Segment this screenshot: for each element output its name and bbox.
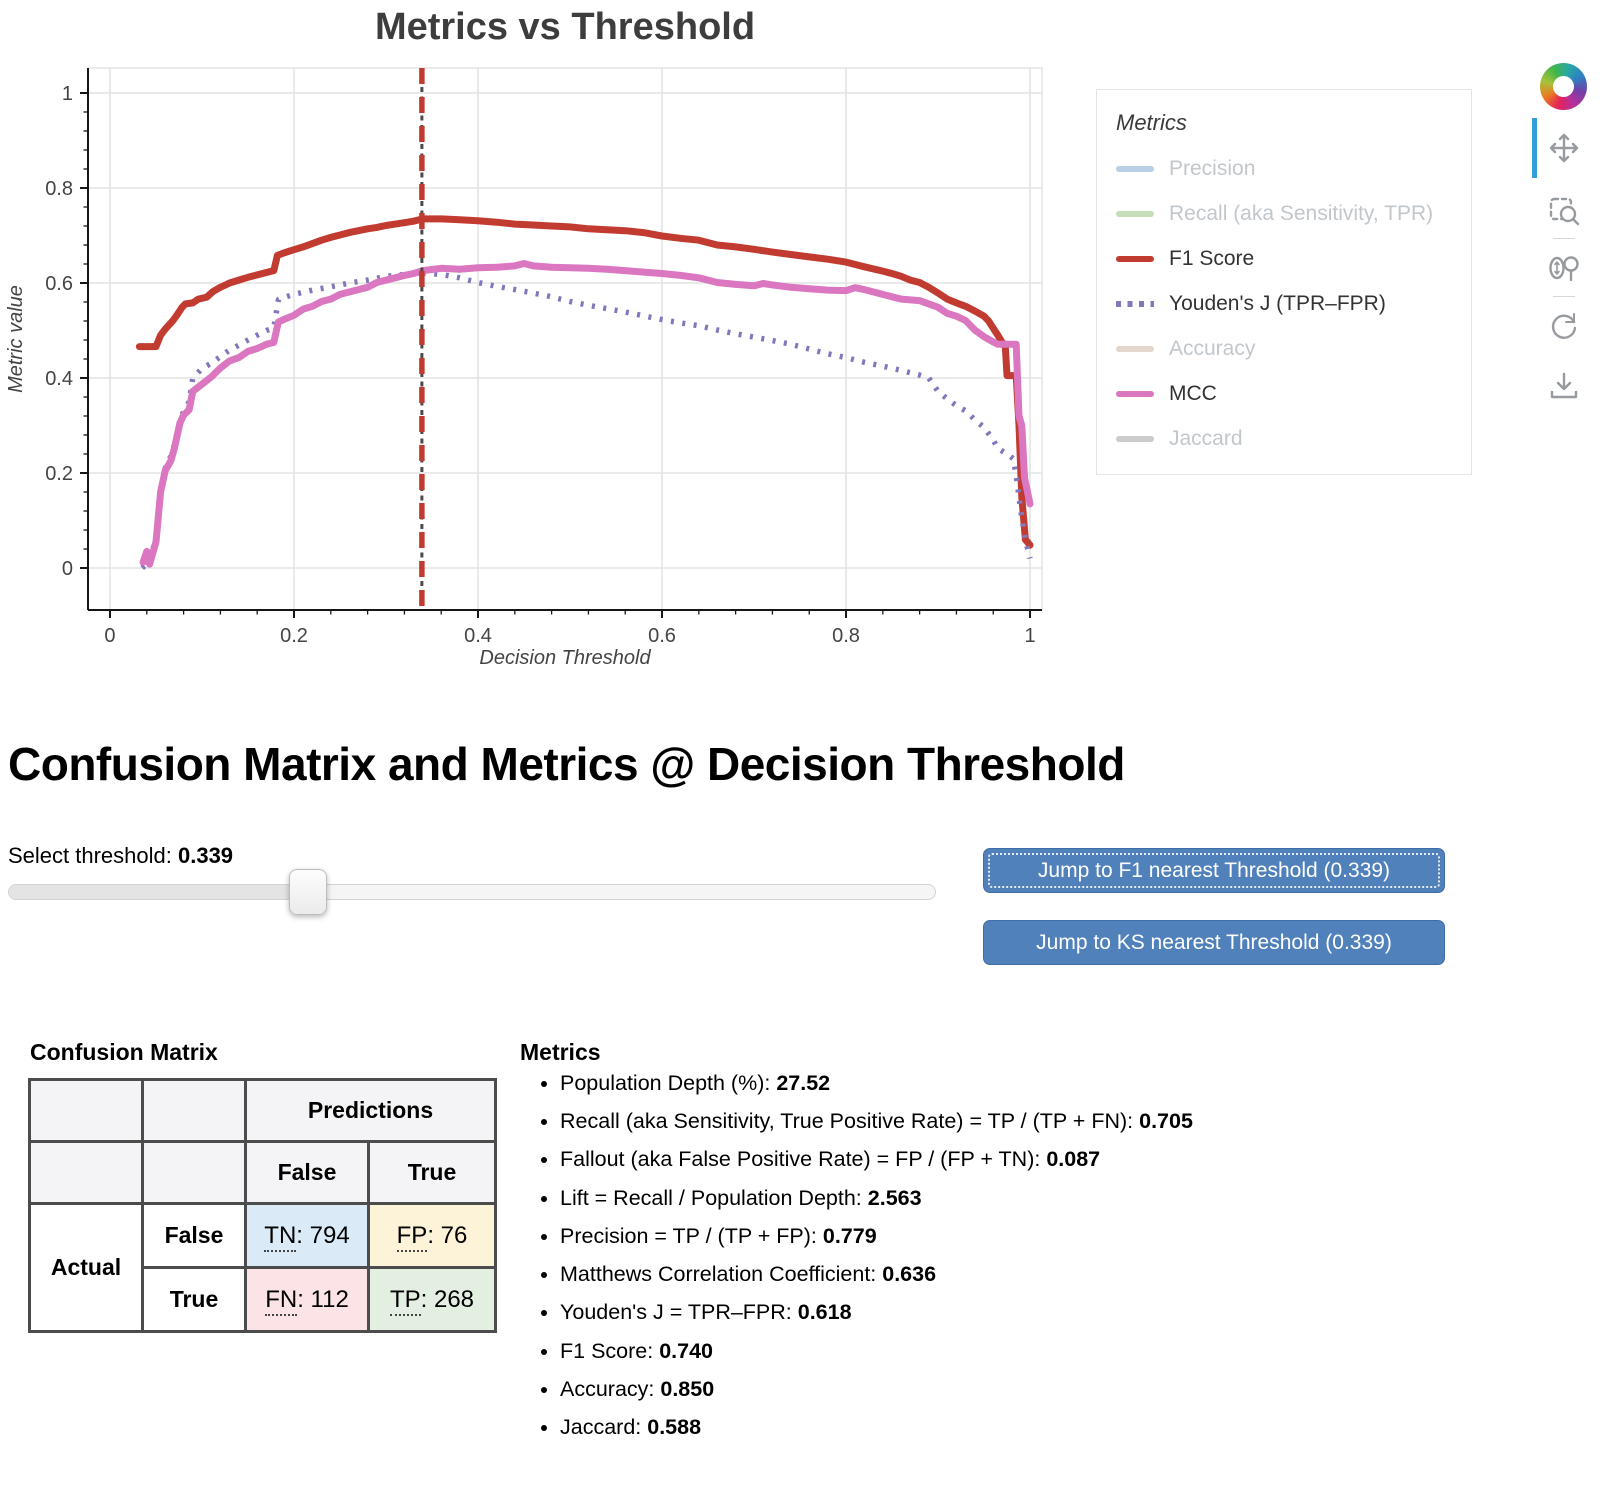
- metrics-list: Population Depth (%): 27.52 Recall (aka …: [520, 1071, 1540, 1454]
- fp-count: 76: [440, 1221, 468, 1249]
- y-tick-label: 0.4: [45, 368, 73, 390]
- metric-jaccard: Jaccard: 0.588: [560, 1415, 1540, 1439]
- toolbar-separator: [1553, 296, 1575, 297]
- confusion-matrix-title: Confusion Matrix: [30, 1039, 218, 1065]
- tp-abbr: TP: [389, 1285, 421, 1316]
- cm-actual-header: Actual: [28, 1202, 144, 1333]
- tn-count: 794: [309, 1221, 350, 1249]
- legend-item-recall[interactable]: Recall (aka Sensitivity, TPR): [1116, 191, 1471, 236]
- x-tick-label: 0.6: [648, 625, 676, 647]
- cm-fp-cell: FP: 76: [367, 1202, 497, 1269]
- legend-item-mcc[interactable]: MCC: [1116, 371, 1471, 416]
- y-tick-label: 0.6: [45, 273, 73, 295]
- cm-actual-false-header: False: [141, 1202, 247, 1269]
- metric-precision: Precision = TP / (TP + FP): 0.779: [560, 1224, 1540, 1248]
- fp-abbr: FP: [396, 1221, 428, 1252]
- series-line-f1-score: [135, 215, 1034, 549]
- y-tick-label: 0.8: [45, 178, 73, 200]
- metric-fallout: Fallout (aka False Positive Rate) = FP /…: [560, 1148, 1540, 1171]
- y-tick-label: 0.2: [45, 463, 73, 485]
- legend-title: Metrics: [1116, 110, 1187, 135]
- page-title: Confusion Matrix and Metrics @ Decision …: [8, 737, 1125, 790]
- wheel-zoom-tool-icon[interactable]: [1546, 250, 1582, 286]
- cm-tp-cell: TP: 268: [367, 1266, 497, 1333]
- x-tick-label: 0.8: [832, 625, 860, 647]
- save-tool-icon[interactable]: [1546, 368, 1582, 404]
- x-tick-label: 0: [104, 625, 115, 647]
- metric-f1-score: F1 Score: 0.740: [560, 1339, 1540, 1363]
- cm-tn-cell: TN: 794: [244, 1202, 370, 1269]
- cm-corner-cell: [28, 1140, 144, 1205]
- cm-predictions-header: Predictions: [244, 1078, 497, 1143]
- plot-outline: [87, 67, 1043, 611]
- metric-lift: Lift = Recall / Population Depth: 2.563: [560, 1186, 1540, 1210]
- x-tick-label: 1: [1024, 625, 1035, 647]
- youdens-j-swatch: [1116, 300, 1154, 307]
- legend-label: Precision: [1169, 156, 1256, 180]
- series-line-youden-s-j-tpr-fpr-: [140, 270, 1033, 571]
- precision-swatch: [1116, 165, 1154, 172]
- series-line-mcc: [139, 260, 1034, 568]
- recall-swatch: [1116, 210, 1154, 217]
- legend-label: MCC: [1169, 381, 1217, 405]
- legend-label: Jaccard: [1169, 426, 1243, 450]
- y-tick-label: 1: [62, 83, 73, 105]
- threshold-label: Select threshold: 0.339: [8, 843, 233, 869]
- y-tick-label: 0: [62, 558, 73, 580]
- metric-accuracy: Accuracy: 0.850: [560, 1377, 1540, 1401]
- x-tick-label: 0.4: [464, 625, 492, 647]
- fn-count: 112: [310, 1285, 349, 1313]
- jaccard-swatch: [1116, 435, 1154, 442]
- legend-item-precision[interactable]: Precision: [1116, 146, 1471, 191]
- accuracy-swatch: [1116, 345, 1154, 352]
- cm-corner-cell: [141, 1078, 247, 1143]
- metric-recall: Recall (aka Sensitivity, True Positive R…: [560, 1110, 1540, 1133]
- cm-corner-cell: [141, 1140, 247, 1205]
- slider-fill: [9, 885, 309, 899]
- legend-item-jaccard[interactable]: Jaccard: [1116, 416, 1471, 461]
- threshold-value: 0.339: [177, 843, 234, 868]
- active-tool-indicator: [1532, 118, 1537, 178]
- legend-label: Recall (aka Sensitivity, TPR): [1169, 201, 1434, 225]
- legend-label: Accuracy: [1169, 336, 1256, 360]
- legend-label: F1 Score: [1169, 246, 1255, 270]
- chart-title: Metrics vs Threshold: [374, 6, 756, 48]
- bokeh-logo-icon[interactable]: [1540, 63, 1587, 110]
- tp-count: 268: [433, 1285, 475, 1313]
- jump-to-ks-threshold-button[interactable]: Jump to KS nearest Threshold (0.339): [983, 920, 1445, 965]
- pan-tool-icon[interactable]: [1546, 130, 1582, 166]
- y-axis-label: Metric value: [5, 285, 27, 393]
- jump-to-f1-threshold-button[interactable]: Jump to F1 nearest Threshold (0.339): [983, 848, 1445, 893]
- f1-swatch: [1116, 255, 1154, 262]
- toolbar-separator: [1553, 238, 1575, 239]
- tn-abbr: TN: [264, 1221, 297, 1252]
- metrics-panel-title: Metrics: [520, 1039, 601, 1065]
- reset-tool-icon[interactable]: [1546, 308, 1582, 344]
- box-zoom-tool-icon[interactable]: [1546, 192, 1582, 228]
- x-axis-label: Decision Threshold: [479, 647, 651, 669]
- metrics-vs-threshold-plot[interactable]: 0 0.2 0.4 0.6 0.8 1 0 0.2 0.4 0.6 0.8 1 Decision Th…: [0, 0, 1050, 680]
- cm-corner-cell: [28, 1078, 144, 1143]
- legend-item-accuracy[interactable]: Accuracy: [1116, 326, 1471, 371]
- cm-pred-false-header: False: [244, 1140, 370, 1205]
- slider-handle[interactable]: [289, 869, 328, 915]
- bokeh-toolbar: [1528, 60, 1614, 480]
- mcc-swatch: [1116, 390, 1154, 397]
- metric-mcc: Matthews Correlation Coefficient: 0.636: [560, 1262, 1540, 1286]
- chart-legend: Metrics Precision Recall (aka Sensitivit…: [1096, 89, 1472, 475]
- threshold-label-text: Select threshold:: [8, 843, 178, 868]
- cm-fn-cell: FN: 112: [244, 1266, 370, 1333]
- legend-label: Youden's J (TPR–FPR): [1169, 291, 1386, 315]
- x-tick-label: 0.2: [280, 625, 308, 647]
- fn-abbr: FN: [265, 1285, 298, 1316]
- threshold-slider[interactable]: [8, 869, 936, 915]
- legend-item-youdens-j[interactable]: Youden's J (TPR–FPR): [1116, 281, 1471, 326]
- cm-actual-true-header: True: [141, 1266, 247, 1333]
- metric-youdens-j: Youden's J = TPR–FPR: 0.618: [560, 1301, 1540, 1324]
- metric-population-depth: Population Depth (%): 27.52: [560, 1071, 1540, 1095]
- confusion-matrix-table: Predictions False True Actual False TN: …: [28, 1078, 497, 1333]
- legend-item-f1-score[interactable]: F1 Score: [1116, 236, 1471, 281]
- cm-pred-true-header: True: [367, 1140, 497, 1205]
